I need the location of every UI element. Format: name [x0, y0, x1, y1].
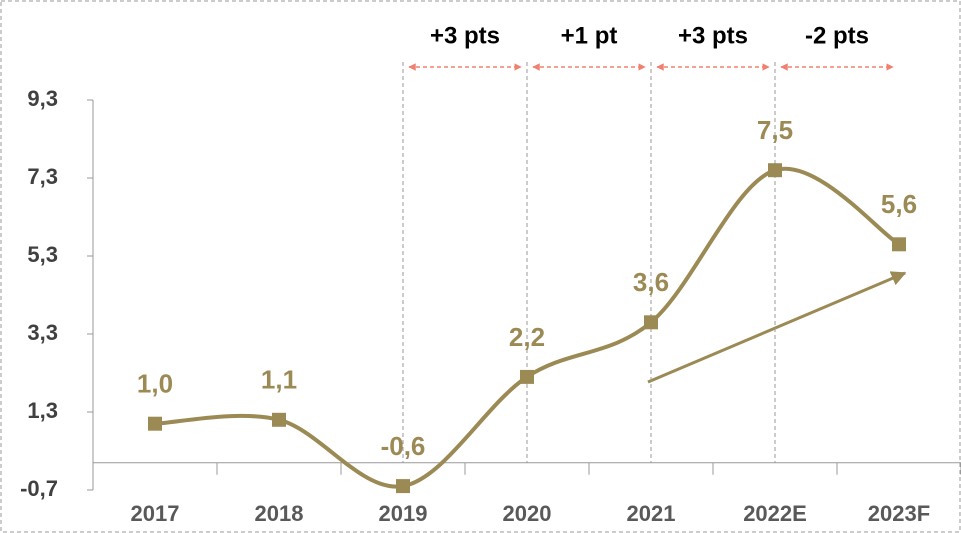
data-label: 3,6 — [633, 267, 669, 297]
marker — [272, 412, 286, 427]
annotation: +3 pts — [678, 22, 748, 49]
data-label: 5,6 — [881, 189, 917, 219]
data-label: -0,6 — [381, 431, 426, 461]
y-tick-label: 1,3 — [27, 398, 58, 423]
marker — [644, 315, 658, 330]
marker — [768, 163, 782, 178]
x-tick-label: 2018 — [255, 501, 304, 526]
data-label: 1,0 — [137, 369, 173, 399]
x-tick-label: 2022E — [743, 501, 807, 526]
x-tick-label: 2017 — [131, 501, 180, 526]
y-tick-label: 7,3 — [27, 164, 58, 189]
x-tick-label: 2020 — [503, 501, 552, 526]
annotation: +1 pt — [561, 22, 618, 49]
annotation: +3 pts — [430, 22, 500, 49]
data-label: 2,2 — [509, 322, 545, 352]
marker — [520, 369, 534, 384]
marker — [148, 416, 162, 431]
data-label: 7,5 — [757, 115, 793, 145]
x-tick-label: 2021 — [627, 501, 676, 526]
x-tick-label: 2023F — [868, 501, 930, 526]
data-label: 1,1 — [261, 365, 297, 395]
annotation: -2 pts — [805, 22, 869, 49]
y-tick-label: 9,3 — [27, 86, 58, 111]
y-tick-label: -0,7 — [20, 476, 58, 501]
y-tick-label: 3,3 — [27, 320, 58, 345]
x-tick-label: 2019 — [379, 501, 428, 526]
marker — [892, 237, 906, 252]
marker — [396, 479, 410, 494]
trend-arrow — [647, 271, 907, 384]
y-tick-label: 5,3 — [27, 242, 58, 267]
